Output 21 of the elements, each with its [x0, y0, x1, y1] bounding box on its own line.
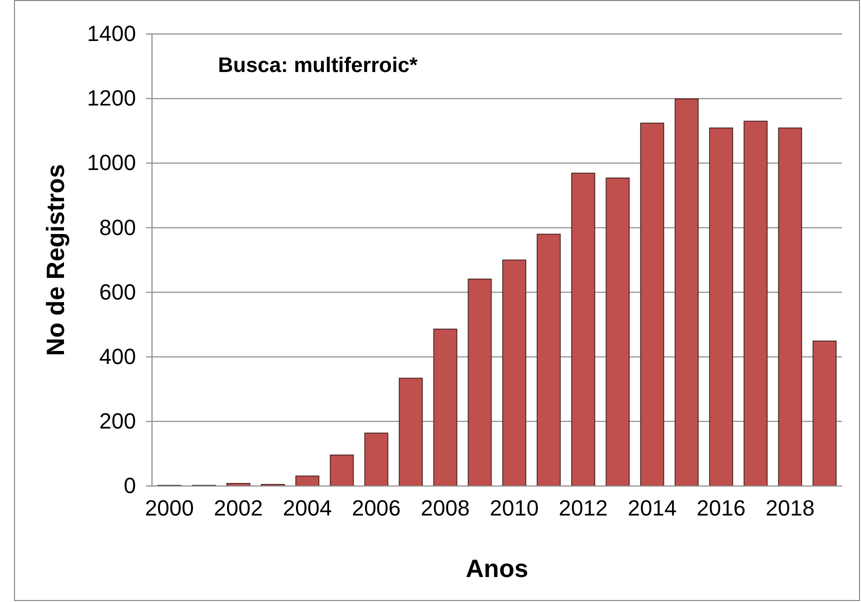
x-tick-label: 2006: [352, 496, 401, 521]
x-tick-label: 2000: [144, 496, 194, 521]
y-tick-label: 1000: [87, 150, 136, 176]
x-tick-label: 2012: [558, 496, 608, 521]
x-tick-label: 2014: [628, 496, 677, 521]
y-tick-label: 0: [124, 473, 136, 498]
x-tick-label: 2004: [282, 496, 332, 521]
y-tick-label: 200: [99, 408, 136, 434]
y-tick-label: 600: [99, 279, 136, 304]
y-tick-label: 1200: [87, 86, 136, 111]
text: Busca: multiferroic*: [218, 54, 418, 77]
y-tick-label: 800: [99, 214, 136, 240]
x-tick-label: 2018: [766, 496, 815, 521]
x-tick-label: 2002: [214, 496, 263, 521]
y-axis-title: No de Registros: [42, 164, 70, 356]
y-tick-label: 400: [99, 344, 136, 369]
x-tick-label: 2010: [490, 496, 539, 521]
y-tick-label: 1400: [87, 21, 136, 46]
x-tick-label: 2016: [696, 496, 746, 521]
x-tick-label: 2008: [420, 496, 470, 521]
x-axis-title: Anos: [466, 555, 528, 583]
